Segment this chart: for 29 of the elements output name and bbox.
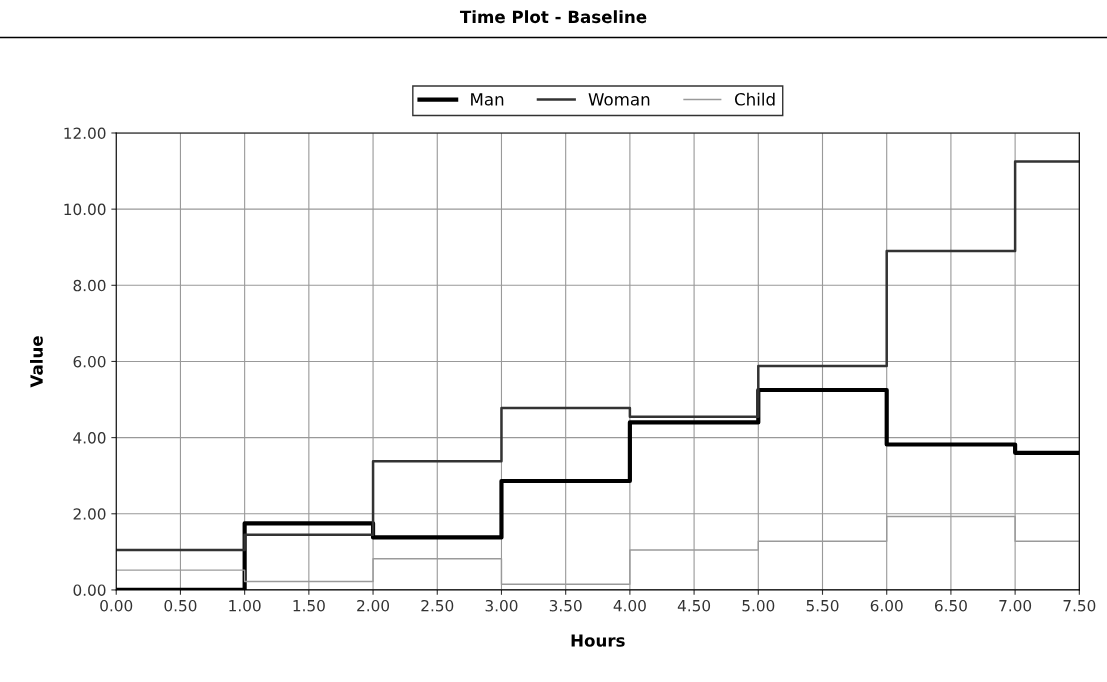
- x-tick-label: 5.50: [806, 599, 839, 612]
- legend-label: Child: [734, 92, 775, 106]
- x-tick-label: 2.50: [421, 599, 454, 612]
- x-tick-label: 4.50: [677, 599, 711, 612]
- x-tick-label: 3.00: [485, 599, 518, 612]
- x-tick-label: 6.00: [870, 599, 903, 612]
- x-tick-label: 0.50: [164, 599, 197, 612]
- legend-label: Man: [471, 93, 504, 106]
- y-tick-label: 6.00: [73, 355, 106, 368]
- y-tick-label: 4.00: [73, 432, 106, 444]
- x-tick-label: 7.50: [1063, 599, 1096, 612]
- x-tick-label: 2.00: [357, 599, 390, 612]
- x-tick-label: 4.00: [613, 599, 646, 612]
- legend-label: Woman: [588, 93, 650, 106]
- x-tick-label: 5.00: [742, 599, 775, 612]
- x-tick-label: 7.00: [999, 599, 1032, 612]
- y-axis-title: Value: [29, 336, 43, 388]
- x-tick-label: 3.50: [549, 599, 582, 612]
- y-tick-label: 0.00: [73, 584, 106, 596]
- x-tick-label: 6.50: [934, 599, 967, 612]
- y-tick-label: 8.00: [73, 279, 106, 292]
- x-tick-label: 1.50: [293, 599, 325, 612]
- y-tick-label: 12.00: [64, 127, 106, 140]
- chart-title: Time Plot - Baseline: [459, 10, 647, 24]
- x-axis-title: Hours: [571, 634, 625, 647]
- x-tick-label: 1.00: [229, 599, 261, 612]
- x-tick-label: 0.00: [100, 599, 133, 612]
- y-tick-label: 10.00: [64, 203, 106, 216]
- y-tick-label: 2.00: [73, 508, 106, 520]
